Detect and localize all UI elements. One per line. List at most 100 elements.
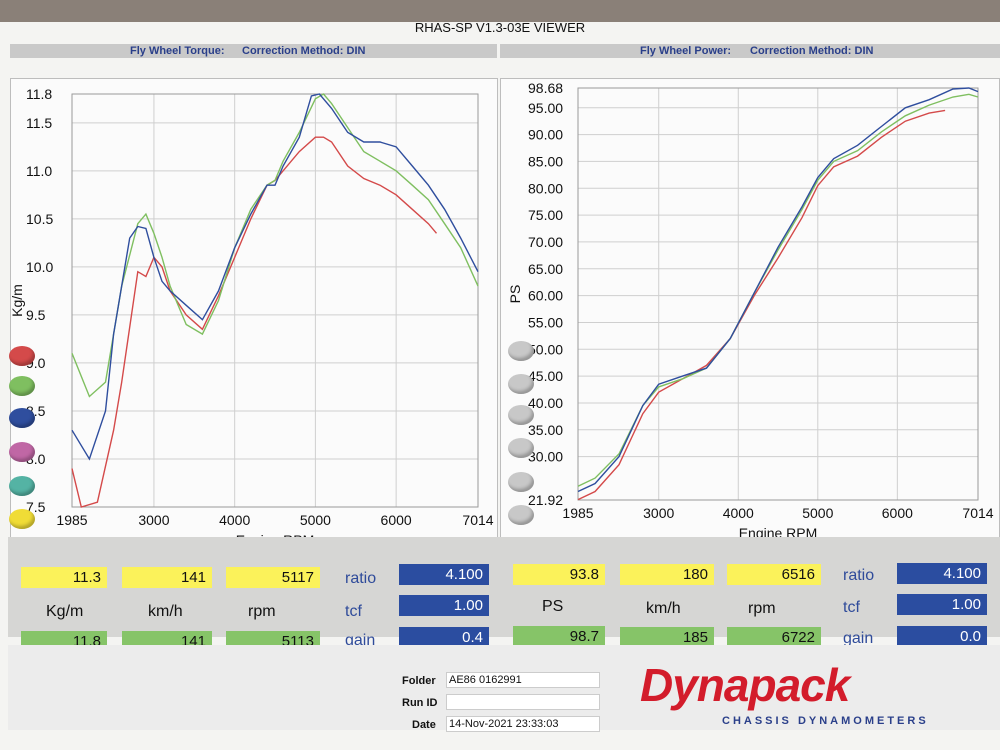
gain-value[interactable]: 0.4 xyxy=(399,627,489,648)
y-tick-label: 11.8 xyxy=(26,86,52,102)
right-header-label: Fly Wheel Power: xyxy=(640,45,732,57)
y-tick-label: 80.00 xyxy=(528,180,563,196)
peak-power-value: 93.8 xyxy=(513,564,605,585)
ratio-value[interactable]: 4.100 xyxy=(897,563,987,584)
speed-unit-label: km/h xyxy=(646,600,681,617)
power-unit-label: PS xyxy=(542,598,564,615)
left-header-method: Correction Method: DIN xyxy=(242,45,366,57)
run-swatch-teal[interactable] xyxy=(9,476,35,496)
x-tick-label: 4000 xyxy=(723,505,754,521)
run-swatch-grey[interactable] xyxy=(508,341,534,361)
date-label: Date xyxy=(412,719,436,731)
torque-panel xyxy=(10,78,498,550)
y-tick-label: 10.5 xyxy=(26,211,53,227)
right-header-method: Correction Method: DIN xyxy=(750,45,874,57)
y-tick-label: 55.00 xyxy=(528,314,563,330)
peak-power-rpm: 6516 xyxy=(727,564,821,585)
series-line xyxy=(71,93,479,461)
y-tick-label: 35.00 xyxy=(528,422,563,438)
y-tick-label: 11.5 xyxy=(26,115,52,131)
y-tick-label: 45.00 xyxy=(528,368,563,384)
tcf-label: tcf xyxy=(345,603,362,620)
y-tick-label: 85.00 xyxy=(528,153,563,169)
speed-unit-label: km/h xyxy=(148,603,183,620)
rpm-unit-label: rpm xyxy=(248,603,276,620)
y-tick-label: 70.00 xyxy=(528,234,563,250)
date-field: 14-Nov-2021 23:33:03 xyxy=(446,716,600,732)
torque-chart: 1985 3000 4000 5000 6000 70147.58.08.59.09.51… xyxy=(9,86,494,548)
gain-label: gain xyxy=(843,630,874,647)
gain-label: gain xyxy=(345,632,376,649)
max-power-rpm: 6722 xyxy=(727,627,821,648)
run-id-label: Run ID xyxy=(402,697,438,709)
y-tick-label: 40.00 xyxy=(528,395,563,411)
series-line xyxy=(577,109,946,501)
y-tick-label: 30.00 xyxy=(528,449,563,465)
x-tick-label: 5000 xyxy=(802,505,833,521)
rpm-unit-label: rpm xyxy=(748,600,776,617)
x-tick-label: 3000 xyxy=(138,512,169,528)
power-chart: 1985 3000 4000 5000 6000 7014 21.92 30.00 35.00 4… xyxy=(507,80,994,541)
right-header-bar: Fly Wheel Power: Correction Method: DIN xyxy=(500,44,1000,58)
run-swatch-grey[interactable] xyxy=(508,438,534,458)
ratio-label: ratio xyxy=(843,567,875,584)
peak-torque-value: 11.3 xyxy=(21,567,107,588)
series-line xyxy=(71,93,479,398)
series-line xyxy=(577,93,979,487)
x-tick-label: 1985 xyxy=(56,512,87,528)
tcf-label: tcf xyxy=(843,599,860,616)
series-line xyxy=(71,136,438,508)
y-axis-label: Kg/m xyxy=(9,284,25,317)
folder-field[interactable]: AE86 0162991 xyxy=(446,672,600,688)
max-power-value: 98.7 xyxy=(513,626,605,647)
y-tick-label: 65.00 xyxy=(528,261,563,277)
y-tick-label: 50.00 xyxy=(528,341,563,357)
y-tick-label: 11.0 xyxy=(26,163,52,179)
run-swatch-green[interactable] xyxy=(9,376,35,396)
x-tick-label: 7014 xyxy=(462,512,493,528)
y-axis-label: PS xyxy=(507,285,523,304)
y-tick-label: 60.00 xyxy=(528,288,563,304)
x-tick-label: 1985 xyxy=(562,505,593,521)
x-tick-label: 3000 xyxy=(643,505,674,521)
peak-torque-speed: 141 xyxy=(122,567,212,588)
y-tick-label: 90.00 xyxy=(528,127,563,143)
peak-power-speed: 180 xyxy=(620,564,714,585)
run-swatch-grey[interactable] xyxy=(508,374,534,394)
run-swatch-pink[interactable] xyxy=(9,442,35,462)
plot-area xyxy=(577,87,979,501)
tcf-value[interactable]: 1.00 xyxy=(399,595,489,616)
x-tick-label: 6000 xyxy=(381,512,412,528)
ratio-label: ratio xyxy=(345,570,377,587)
run-swatch-grey[interactable] xyxy=(508,505,534,525)
x-tick-label: 5000 xyxy=(300,512,331,528)
run-swatch-blue[interactable] xyxy=(9,408,35,428)
y-tick-label: 21.92 xyxy=(528,492,563,508)
left-header-bar: Fly Wheel Torque: Correction Method: DIN xyxy=(10,44,497,58)
app-title: RHAS-SP V1.3-03E VIEWER xyxy=(414,20,586,35)
y-tick-label: 98.68 xyxy=(528,80,563,96)
series-line xyxy=(577,87,979,493)
folder-label: Folder xyxy=(402,675,436,687)
y-tick-label: 10.0 xyxy=(26,259,53,275)
y-tick-label: 75.00 xyxy=(528,207,563,223)
run-swatch-grey[interactable] xyxy=(508,472,534,492)
peak-torque-rpm: 5117 xyxy=(226,567,320,588)
x-tick-label: 4000 xyxy=(219,512,250,528)
run-swatch-red[interactable] xyxy=(9,346,35,366)
torque-unit-label: Kg/m xyxy=(46,603,84,620)
dynapack-logo-subtitle: CHASSIS DYNAMOMETERS xyxy=(722,715,929,727)
run-swatch-grey[interactable] xyxy=(508,405,534,425)
dynapack-logo: Dynapack xyxy=(640,659,850,711)
x-tick-label: 6000 xyxy=(882,505,913,521)
run-id-field[interactable] xyxy=(446,694,600,710)
x-tick-label: 7014 xyxy=(962,505,993,521)
max-power-speed: 185 xyxy=(620,627,714,648)
tcf-value[interactable]: 1.00 xyxy=(897,594,987,615)
gain-value[interactable]: 0.0 xyxy=(897,626,987,647)
y-tick-label: 9.5 xyxy=(26,307,46,323)
ratio-value[interactable]: 4.100 xyxy=(399,564,489,585)
run-swatch-yellow[interactable] xyxy=(9,509,35,529)
plot-area xyxy=(71,93,479,508)
y-tick-label: 95.00 xyxy=(528,100,563,116)
